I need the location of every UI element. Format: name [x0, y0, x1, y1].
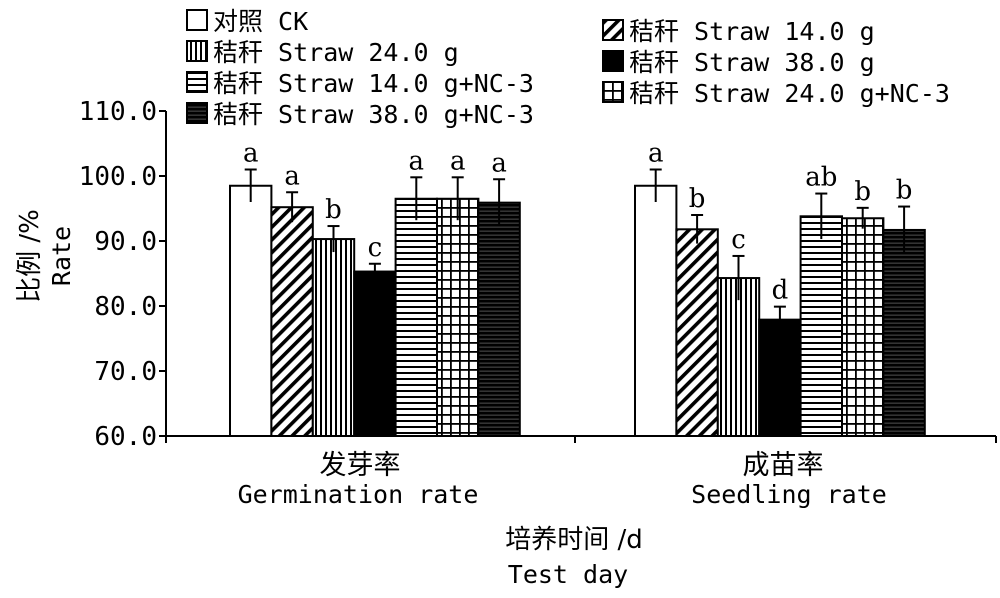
bar — [675, 228, 719, 437]
legend-label: 秸秆 Straw 14.0 g+NC-3 — [213, 69, 534, 98]
axes: 60.0 70.0 80.0 90.0 100.0 110.0 — [79, 97, 997, 452]
legend-swatch — [186, 102, 208, 124]
y-axis-title: 比例 /% — [15, 209, 45, 303]
x-category-label-seedling-en: Seedling rate — [691, 480, 887, 509]
y-tick-label: 110.0 — [79, 97, 157, 127]
legend-swatch — [186, 40, 208, 62]
y-tick-label: 80.0 — [94, 292, 157, 322]
significance-label: a — [284, 161, 300, 191]
significance-label: b — [325, 195, 342, 225]
legend-label: 秸秆 Straw 14.0 g — [629, 17, 875, 46]
bar — [634, 184, 678, 437]
bar — [436, 197, 480, 437]
y-tick-label: 70.0 — [94, 357, 157, 387]
y-tick-label: 100.0 — [79, 162, 157, 192]
significance-label: a — [648, 139, 664, 169]
bar — [758, 318, 802, 437]
bar — [799, 215, 843, 437]
significance-label: ab — [805, 163, 837, 193]
legend-swatch — [602, 50, 624, 72]
significance-label: b — [896, 176, 913, 206]
x-category-label-seedling: 成苗率 — [743, 450, 824, 481]
significance-label: a — [450, 146, 466, 176]
significance-label: a — [409, 146, 425, 176]
significance-label: d — [772, 276, 789, 306]
x-axis-title: 培养时间 /d — [505, 525, 643, 555]
significance-label: c — [731, 225, 746, 255]
y-tick-label: 90.0 — [94, 227, 157, 257]
x-axis-title-en: Test day — [508, 560, 628, 589]
bar — [394, 197, 439, 437]
bar — [882, 228, 926, 437]
x-category-label-germination-en: Germination rate — [238, 480, 479, 509]
legend-label: 对照 CK — [213, 7, 308, 36]
x-category-label-germination: 发芽率 — [320, 450, 401, 481]
legend-swatch — [186, 71, 208, 93]
significance-label: c — [368, 233, 383, 263]
legend-swatch — [602, 81, 624, 103]
legend-label: 秸秆 Straw 24.0 g — [213, 38, 459, 67]
bar — [841, 217, 885, 437]
bar — [353, 270, 397, 437]
significance-label: b — [689, 184, 706, 214]
legend-label: 秸秆 Straw 38.0 g — [629, 48, 875, 77]
bar — [270, 206, 314, 437]
bar — [311, 238, 356, 437]
significance-label: a — [491, 148, 507, 178]
legend-swatch — [186, 9, 208, 31]
legend-label: 秸秆 Straw 24.0 g+NC-3 — [629, 79, 950, 108]
bar — [716, 277, 761, 437]
legend-label: 秸秆 Straw 38.0 g+NC-3 — [213, 100, 534, 129]
y-tick-label: 60.0 — [94, 422, 157, 452]
bar — [229, 184, 273, 437]
y-axis-title-en: Rate — [47, 226, 76, 286]
bar — [477, 201, 521, 437]
legend-swatch — [602, 19, 624, 41]
significance-label: a — [243, 139, 259, 169]
significance-label: b — [854, 177, 871, 207]
